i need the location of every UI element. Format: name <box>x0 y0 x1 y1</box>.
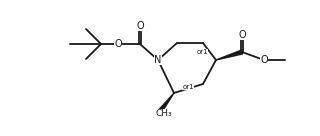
Polygon shape <box>156 93 174 115</box>
Text: O: O <box>114 39 122 49</box>
Polygon shape <box>216 50 243 60</box>
Text: or1: or1 <box>182 84 194 90</box>
Text: O: O <box>238 30 246 40</box>
Text: O: O <box>260 55 268 65</box>
Text: or1: or1 <box>196 49 208 55</box>
Text: N: N <box>154 55 162 65</box>
Text: CH₃: CH₃ <box>155 109 172 118</box>
Text: O: O <box>136 21 144 31</box>
